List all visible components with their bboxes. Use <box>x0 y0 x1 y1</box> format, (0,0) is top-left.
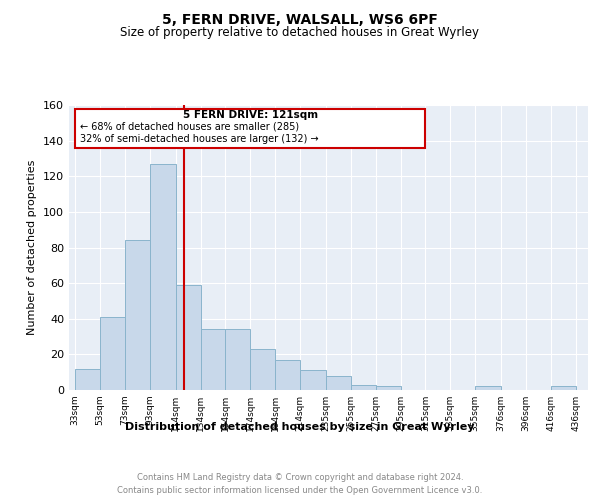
Bar <box>275 360 300 390</box>
Bar <box>326 376 351 390</box>
Bar <box>100 317 125 390</box>
Bar <box>300 370 326 390</box>
Bar <box>150 164 176 390</box>
Text: Distribution of detached houses by size in Great Wyrley: Distribution of detached houses by size … <box>125 422 475 432</box>
Y-axis label: Number of detached properties: Number of detached properties <box>28 160 37 335</box>
Text: ← 68% of detached houses are smaller (285): ← 68% of detached houses are smaller (28… <box>80 122 299 132</box>
Bar <box>551 386 575 390</box>
Bar <box>475 386 501 390</box>
Bar <box>250 349 275 390</box>
Text: Size of property relative to detached houses in Great Wyrley: Size of property relative to detached ho… <box>121 26 479 39</box>
Bar <box>176 285 200 390</box>
Bar <box>376 386 401 390</box>
Text: Contains public sector information licensed under the Open Government Licence v3: Contains public sector information licen… <box>118 486 482 495</box>
Bar <box>200 330 226 390</box>
Bar <box>75 368 100 390</box>
Bar <box>226 330 250 390</box>
Text: 5, FERN DRIVE, WALSALL, WS6 6PF: 5, FERN DRIVE, WALSALL, WS6 6PF <box>162 12 438 26</box>
Bar <box>351 384 376 390</box>
Text: 32% of semi-detached houses are larger (132) →: 32% of semi-detached houses are larger (… <box>80 134 319 144</box>
FancyBboxPatch shape <box>75 108 425 148</box>
Text: 5 FERN DRIVE: 121sqm: 5 FERN DRIVE: 121sqm <box>183 110 318 120</box>
Bar <box>125 240 150 390</box>
Text: Contains HM Land Registry data © Crown copyright and database right 2024.: Contains HM Land Registry data © Crown c… <box>137 472 463 482</box>
